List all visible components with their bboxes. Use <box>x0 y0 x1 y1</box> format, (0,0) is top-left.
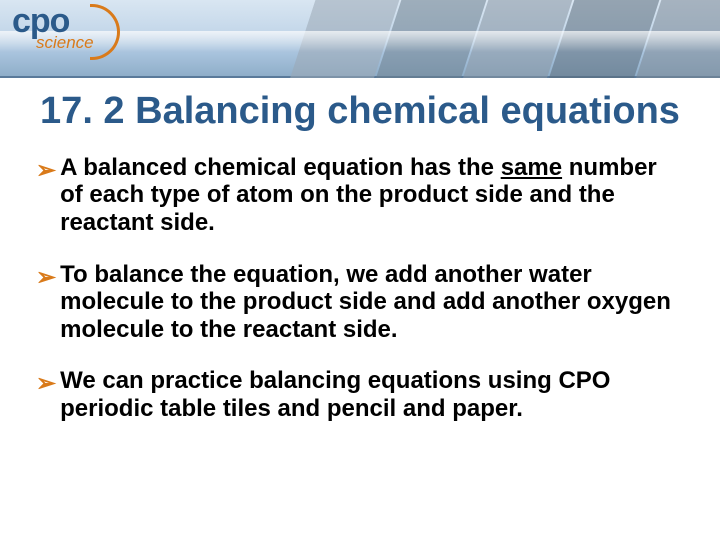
bullet-text-underlined: same <box>501 154 562 181</box>
bullet-item: ➢We can practice balancing equations usi… <box>36 367 684 422</box>
logo-text: cpo science <box>12 6 94 50</box>
bullet-text: To balance the equation, we add another … <box>60 261 684 344</box>
logo-brand-top: cpo <box>12 6 94 37</box>
logo: cpo science <box>12 6 120 60</box>
bullet-text-pre: We can practice balancing equations usin… <box>60 367 610 422</box>
logo-arc-icon <box>90 4 120 60</box>
header-band: cpo science <box>0 0 720 78</box>
bullet-text: We can practice balancing equations usin… <box>60 367 684 422</box>
bullet-arrow-icon: ➢ <box>36 369 56 398</box>
page-title: 17. 2 Balancing chemical equations <box>40 92 680 132</box>
bullet-list: ➢A balanced chemical equation has the sa… <box>0 154 720 423</box>
header-image-strip <box>290 0 720 78</box>
bullet-arrow-icon: ➢ <box>36 156 56 185</box>
bullet-item: ➢To balance the equation, we add another… <box>36 261 684 344</box>
bullet-arrow-icon: ➢ <box>36 263 56 292</box>
logo-brand-bottom: science <box>36 35 94 50</box>
bullet-text: A balanced chemical equation has the sam… <box>60 154 684 237</box>
bullet-item: ➢A balanced chemical equation has the sa… <box>36 154 684 237</box>
bullet-text-pre: A balanced chemical equation has the <box>60 154 501 181</box>
bullet-text-pre: To balance the equation, we add another … <box>60 261 671 343</box>
